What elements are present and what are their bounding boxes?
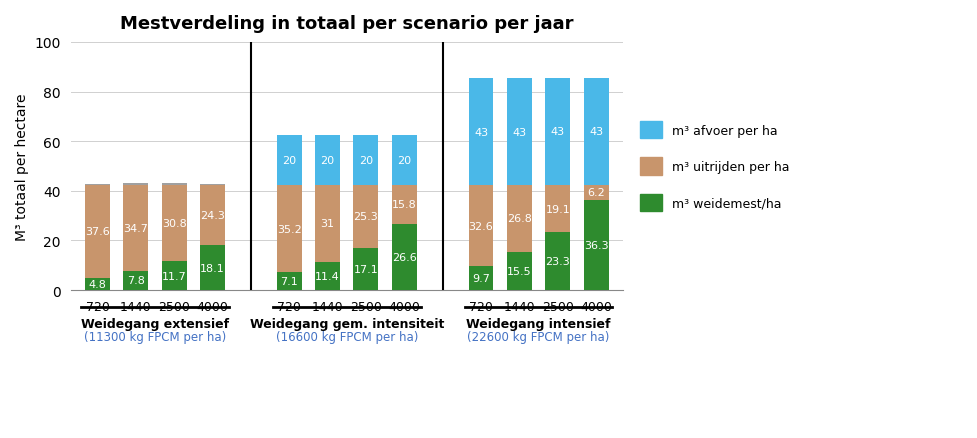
Bar xyxy=(123,184,149,185)
Text: 20: 20 xyxy=(320,155,334,166)
Bar xyxy=(506,79,531,186)
Bar xyxy=(315,136,340,185)
Text: 15.8: 15.8 xyxy=(392,200,416,210)
Text: Weidegang gem. intensiteit: Weidegang gem. intensiteit xyxy=(249,318,444,331)
Text: 35.2: 35.2 xyxy=(276,224,301,234)
Bar xyxy=(468,79,493,186)
Text: 20: 20 xyxy=(282,156,296,166)
Text: 18.1: 18.1 xyxy=(200,263,225,273)
Text: 7.8: 7.8 xyxy=(127,276,145,286)
Bar xyxy=(353,248,378,290)
Text: 34.7: 34.7 xyxy=(123,223,149,233)
Bar xyxy=(583,79,608,185)
Text: 25.3: 25.3 xyxy=(354,212,378,222)
Bar xyxy=(583,201,608,290)
Text: (11300 kg FPCM per ha): (11300 kg FPCM per ha) xyxy=(84,330,226,343)
Bar xyxy=(468,186,493,266)
Text: 32.6: 32.6 xyxy=(468,221,492,231)
Bar xyxy=(161,184,187,185)
Text: 43: 43 xyxy=(474,127,488,138)
Text: 15.5: 15.5 xyxy=(506,266,531,276)
Text: 20: 20 xyxy=(397,155,411,166)
Text: 43: 43 xyxy=(550,127,564,137)
Text: 19.1: 19.1 xyxy=(545,204,570,214)
Text: 26.6: 26.6 xyxy=(392,252,416,262)
Y-axis label: M³ totaal per hectare: M³ totaal per hectare xyxy=(15,93,29,240)
Bar xyxy=(276,273,302,290)
Text: 37.6: 37.6 xyxy=(85,227,109,237)
Bar xyxy=(353,185,378,248)
Bar xyxy=(545,79,570,185)
Bar xyxy=(123,185,149,271)
Bar xyxy=(85,185,109,279)
Text: 11.7: 11.7 xyxy=(161,271,187,281)
Bar xyxy=(200,246,225,290)
Bar xyxy=(353,136,378,185)
Bar xyxy=(85,184,109,185)
Bar xyxy=(545,185,570,233)
Bar xyxy=(200,184,225,185)
Bar xyxy=(506,252,531,290)
Text: (16600 kg FPCM per ha): (16600 kg FPCM per ha) xyxy=(276,330,417,343)
Text: 23.3: 23.3 xyxy=(545,257,570,267)
Bar xyxy=(161,261,187,290)
Text: 24.3: 24.3 xyxy=(200,211,225,220)
Text: 36.3: 36.3 xyxy=(583,240,608,251)
Text: 9.7: 9.7 xyxy=(472,273,489,283)
Text: 31: 31 xyxy=(320,219,334,229)
Text: 6.2: 6.2 xyxy=(586,188,605,198)
Bar xyxy=(545,233,570,290)
Bar xyxy=(123,271,149,290)
Text: 20: 20 xyxy=(359,155,372,166)
Bar xyxy=(583,185,608,201)
Bar xyxy=(392,185,416,225)
Text: Weidegang intensief: Weidegang intensief xyxy=(466,318,611,331)
Bar xyxy=(85,279,109,290)
Text: Weidegang extensief: Weidegang extensief xyxy=(81,318,229,331)
Bar xyxy=(276,136,302,186)
Text: 26.8: 26.8 xyxy=(506,214,531,224)
Text: 4.8: 4.8 xyxy=(89,279,106,290)
Text: 17.1: 17.1 xyxy=(354,264,378,274)
Text: 7.1: 7.1 xyxy=(280,277,298,286)
Bar xyxy=(392,136,416,185)
Legend: m³ afvoer per ha, m³ uitrijden per ha, m³ weidemest/ha: m³ afvoer per ha, m³ uitrijden per ha, m… xyxy=(634,117,794,217)
Text: 43: 43 xyxy=(512,127,526,138)
Bar xyxy=(276,186,302,273)
Bar xyxy=(392,225,416,290)
Bar xyxy=(200,185,225,246)
Bar xyxy=(315,262,340,290)
Bar xyxy=(506,186,531,252)
Text: 43: 43 xyxy=(588,127,603,137)
Text: 11.4: 11.4 xyxy=(315,271,340,281)
Text: 30.8: 30.8 xyxy=(161,218,187,228)
Bar xyxy=(161,185,187,261)
Bar xyxy=(315,185,340,262)
Bar xyxy=(468,266,493,290)
Text: (22600 kg FPCM per ha): (22600 kg FPCM per ha) xyxy=(467,330,609,343)
Title: Mestverdeling in totaal per scenario per jaar: Mestverdeling in totaal per scenario per… xyxy=(120,15,573,33)
